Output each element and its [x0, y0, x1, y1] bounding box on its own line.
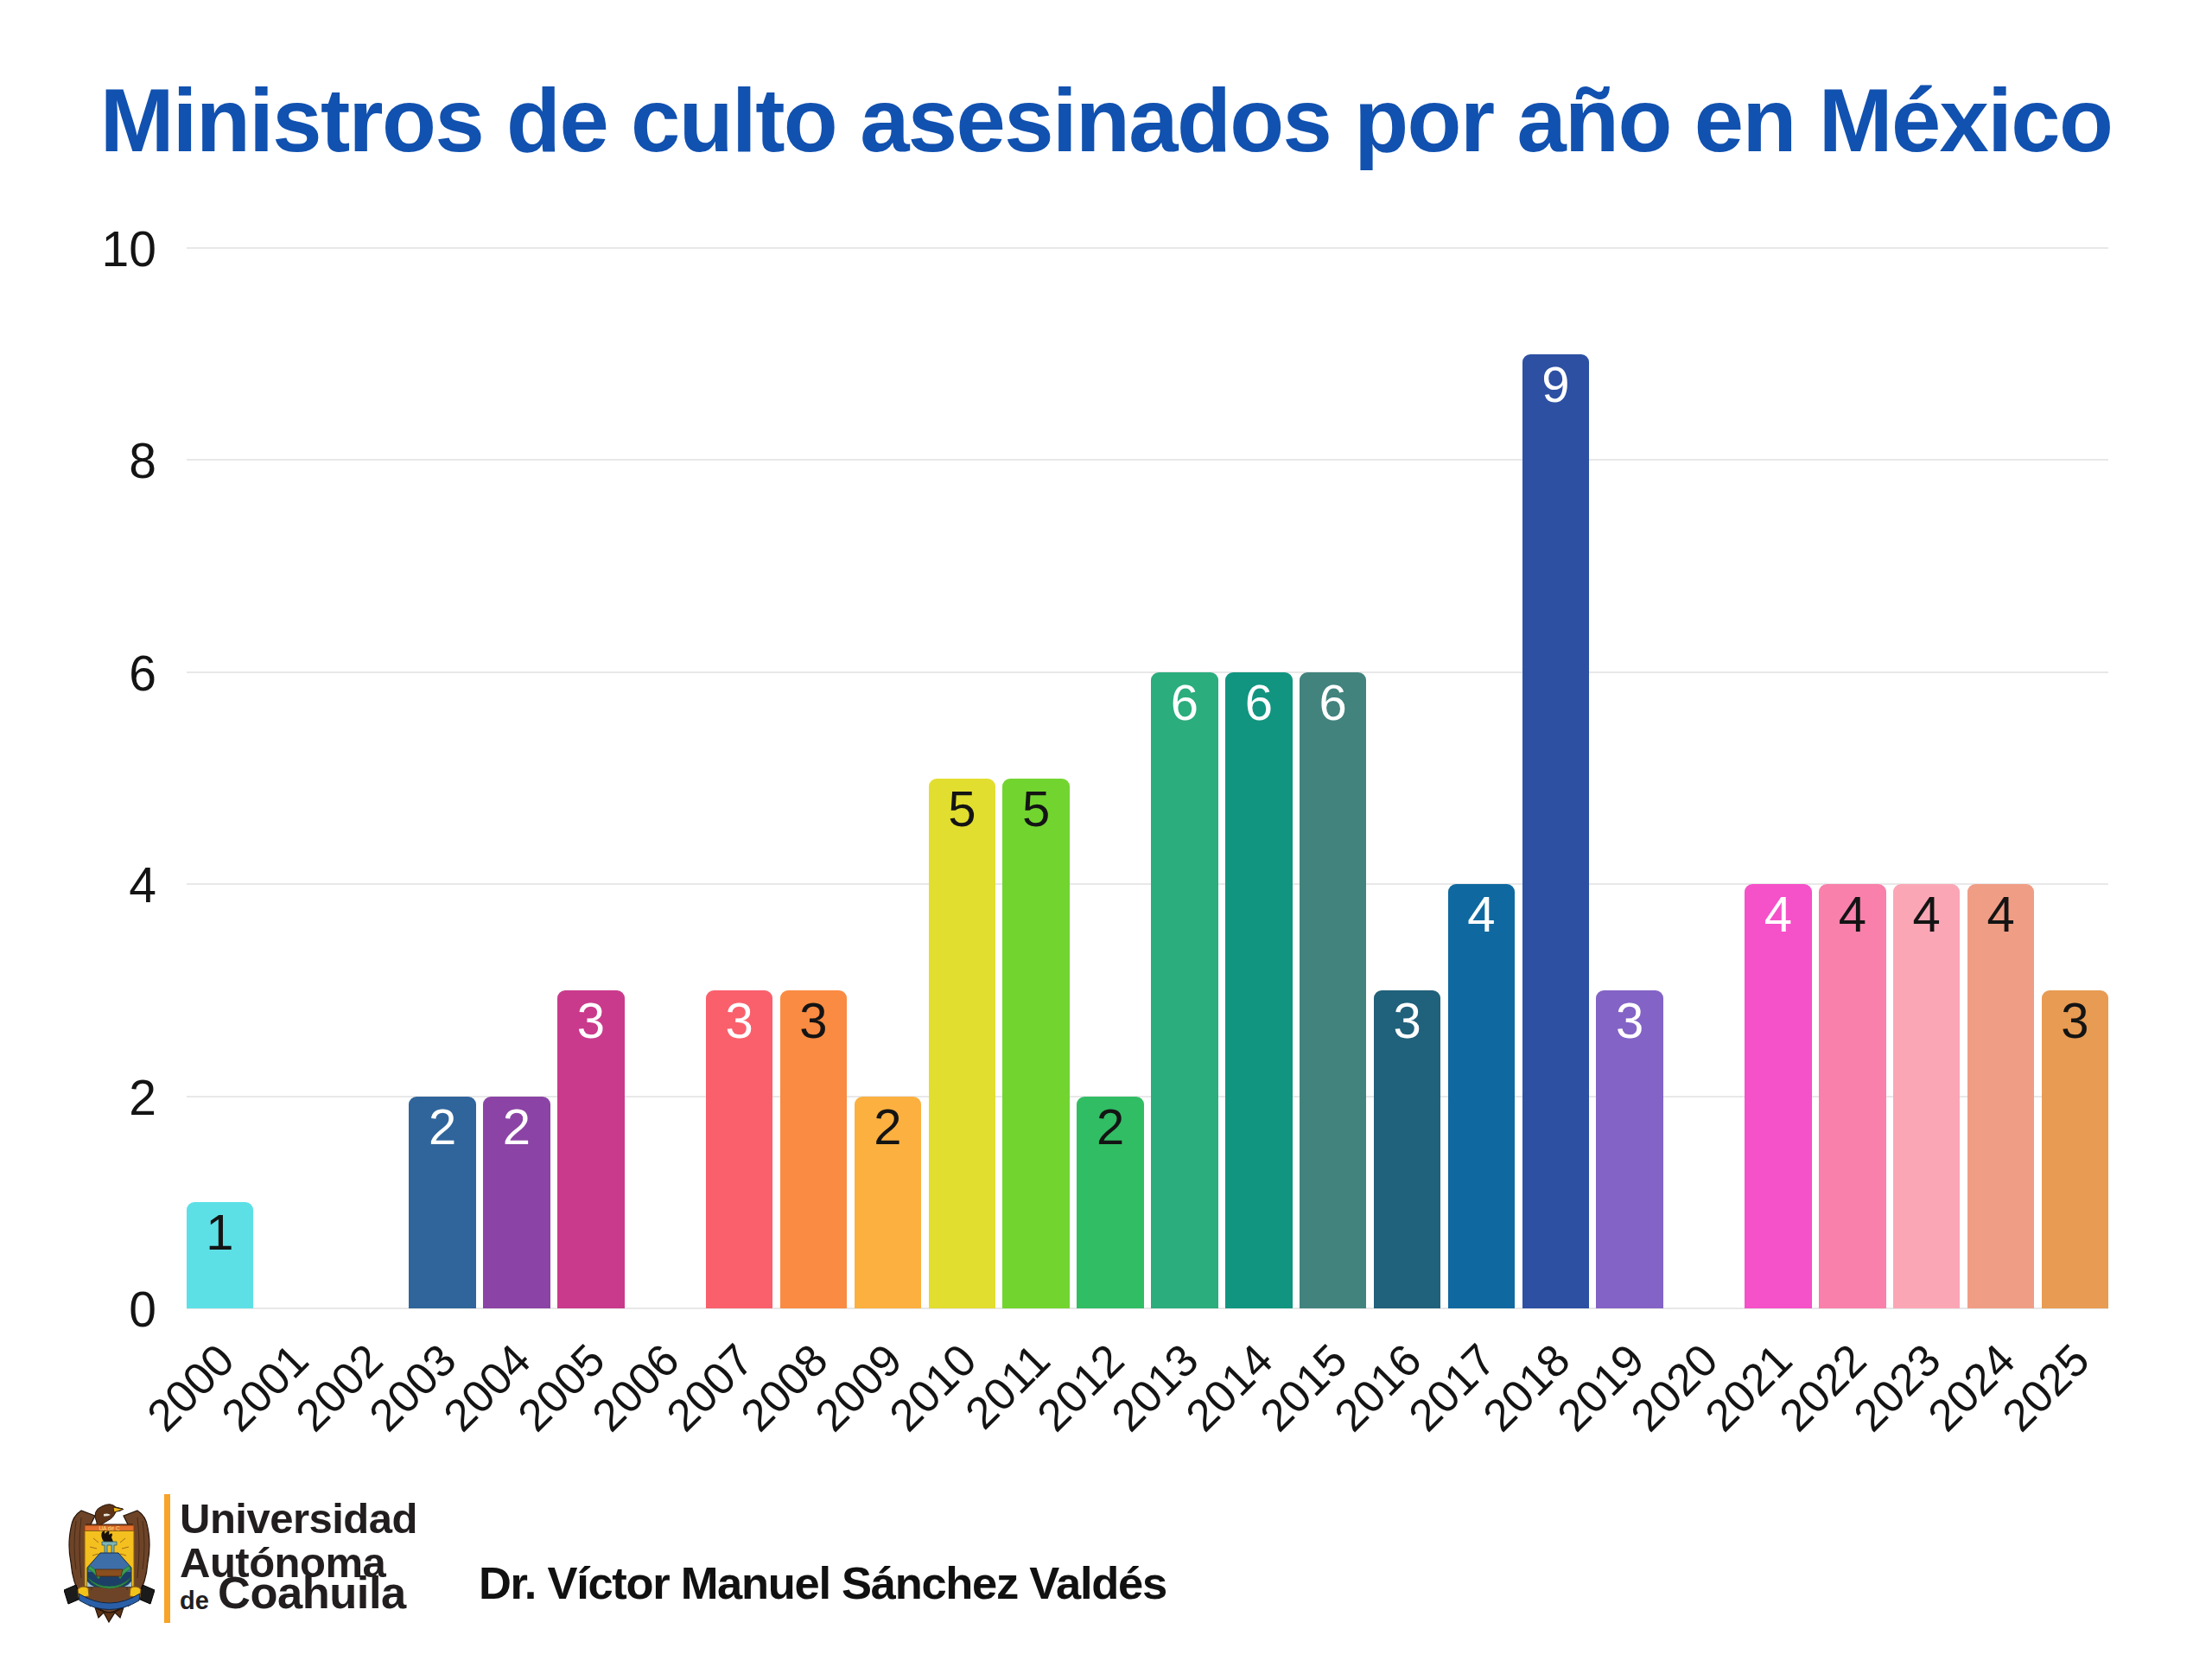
svg-text:UA de C: UA de C [99, 1525, 120, 1531]
